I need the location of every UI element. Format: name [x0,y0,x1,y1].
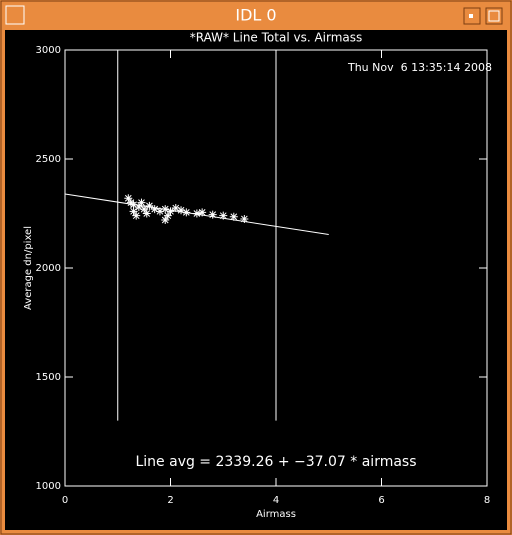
point [155,207,164,216]
annotation: Line avg = 2339.26 + −37.07 * airmass [135,454,416,470]
x-tick-label: 8 [484,495,490,506]
x-tick-label: 6 [378,495,384,506]
point [198,208,207,217]
point [134,202,143,211]
maximize-button[interactable] [485,7,503,25]
y-tick-label: 3000 [36,45,61,56]
point [208,210,217,219]
point [145,201,154,210]
chart-title: *RAW* Line Total vs. Airmass [190,31,363,45]
y-tick-label: 2500 [36,154,61,165]
minimize-icon [469,14,473,18]
x-tick-label: 4 [273,495,279,506]
point [132,211,141,220]
point [163,211,172,220]
maximize-icon [488,10,500,22]
chart: *RAW* Line Total vs. Airmass Thu Nov 6 1… [23,31,492,521]
point [124,194,133,203]
point [129,207,138,216]
point [137,198,146,207]
timestamp: Thu Nov 6 13:35:14 2008 [347,61,492,74]
point [229,212,238,221]
point [219,211,228,220]
point [240,214,249,223]
point [177,206,186,215]
point [192,209,201,218]
y-tick-label: 1500 [36,372,61,383]
point [171,204,180,213]
point [150,205,159,214]
y-tick-label: 1000 [36,481,61,492]
x-axis-label: Airmass [256,509,296,520]
point [161,216,170,225]
line [64,193,329,235]
point [142,209,151,218]
menu-button[interactable] [5,5,25,25]
point [166,207,175,216]
x-tick-label: 0 [62,495,68,506]
window-title: IDL 0 [235,6,276,25]
y-tick-label: 2000 [36,263,61,274]
plot-window [5,30,507,530]
x-tick-label: 2 [167,495,173,506]
y-axis-label: Average dn/pixel [23,226,34,310]
point [140,205,149,214]
